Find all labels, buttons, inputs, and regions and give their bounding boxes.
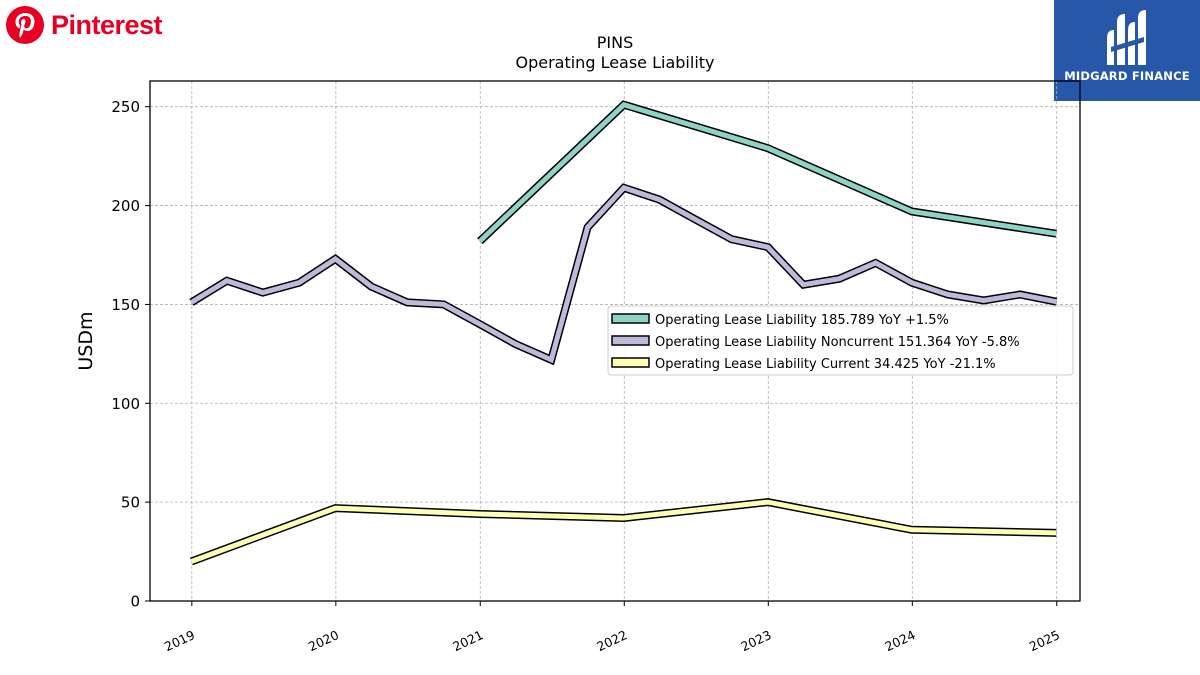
midgard-watermark: MIDGARD FINANCE [1054,0,1200,101]
legend-entry: Operating Lease Liability 185.789 YoY +1… [655,313,949,328]
series-line [190,499,1057,564]
brand-name: Pinterest [51,9,163,40]
midgard-logo-icon [1107,10,1146,65]
x-tick-label: 2022 [594,627,629,654]
plot-frame [149,80,1081,602]
series-line [190,184,1057,364]
y-tick-label: 0 [130,593,140,611]
y-tick-label: 250 [111,98,140,116]
legend-swatch [611,357,650,368]
x-tick-label: 2024 [882,627,917,654]
x-tick-label: 2019 [162,627,197,654]
y-tick-label: 50 [121,494,140,512]
x-tick-label: 2020 [306,627,341,654]
legend-box [607,305,1074,376]
legend-entry: Operating Lease Liability Noncurrent 151… [655,335,1020,350]
x-tick-label: 2023 [738,627,773,654]
legend: Operating Lease Liability 185.789 YoY +1… [607,305,1074,376]
axes: 0 50 100 150 200 250 2019 2020 2021 2022 2023 2024 2… [111,98,1062,654]
legend-swatch [611,313,650,324]
y-tick-label: 200 [111,197,140,215]
x-tick-label: 2021 [450,627,485,654]
watermark-name: MIDGARD FINANCE [1064,69,1190,83]
pinterest-logo-icon [6,6,44,44]
series-lines [189,100,1058,566]
y-axis-label: USDm [75,311,97,370]
legend-swatch [611,335,650,346]
x-tick-label: 2025 [1027,627,1062,654]
pinterest-brand: Pinterest [5,5,163,45]
legend-entry: Operating Lease Liability Current 34.425… [655,357,996,372]
y-tick-label: 100 [111,395,140,413]
chart-title: PINS [597,33,634,52]
series-line [478,101,1057,244]
y-tick-label: 150 [111,296,140,314]
chart-subtitle: Operating Lease Liability [515,53,714,72]
